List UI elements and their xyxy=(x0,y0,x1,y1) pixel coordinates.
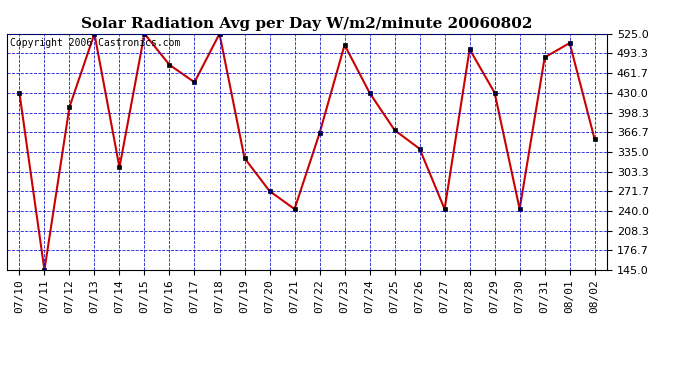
Title: Solar Radiation Avg per Day W/m2/minute 20060802: Solar Radiation Avg per Day W/m2/minute … xyxy=(81,17,533,31)
Text: Copyright 2006 Castronics.com: Copyright 2006 Castronics.com xyxy=(10,39,180,48)
